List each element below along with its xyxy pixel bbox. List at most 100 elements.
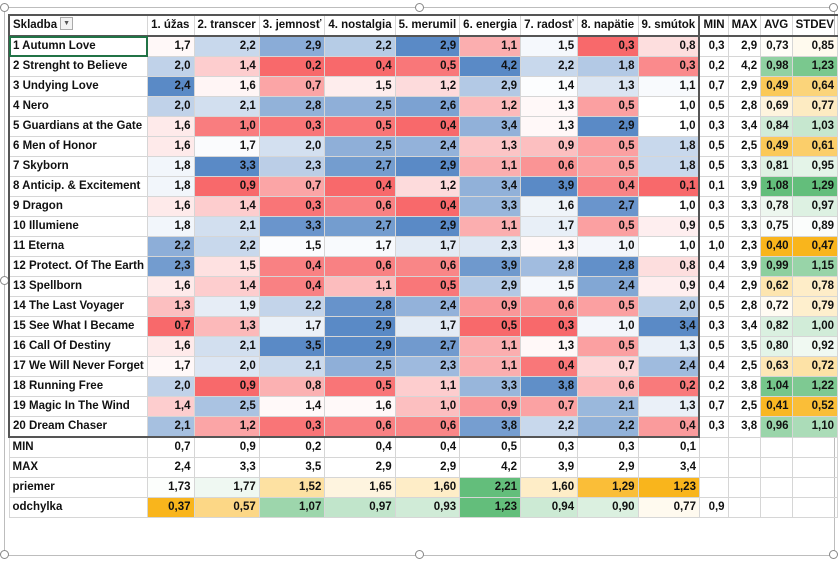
value-cell[interactable]: 0,8 <box>637 35 701 57</box>
avg-cell[interactable]: 0,80 <box>760 336 793 357</box>
song-name-cell[interactable]: 5 Guardians at the Gate <box>8 116 149 137</box>
summary-value-cell[interactable]: 0,57 <box>193 497 260 518</box>
value-cell[interactable]: 1,6 <box>147 196 195 217</box>
empty-cell[interactable] <box>791 457 838 478</box>
avg-cell[interactable]: 0,84 <box>760 116 793 137</box>
avg-cell[interactable]: 0,98 <box>760 56 793 77</box>
empty-cell[interactable] <box>791 436 838 458</box>
empty-cell[interactable] <box>760 497 793 518</box>
summary-value-cell[interactable]: 0,9 <box>193 436 260 458</box>
value-cell[interactable]: 1,3 <box>577 76 639 97</box>
value-cell[interactable]: 2,8 <box>258 96 326 117</box>
summary-value-cell[interactable]: 1,23 <box>637 477 700 498</box>
summary-value-cell[interactable]: 2,4 <box>147 457 195 478</box>
value-cell[interactable]: 2,7 <box>577 196 639 217</box>
value-cell[interactable]: 1,7 <box>193 136 260 157</box>
song-name-cell[interactable]: 1 Autumn Love <box>8 35 149 57</box>
min-cell[interactable]: 0,3 <box>698 416 729 438</box>
value-cell[interactable]: 1,1 <box>459 216 522 237</box>
value-cell[interactable]: 1,8 <box>147 156 195 177</box>
value-cell[interactable]: 1,2 <box>193 416 260 438</box>
value-cell[interactable]: 2,0 <box>193 356 260 377</box>
summary-value-cell[interactable]: 3,5 <box>258 457 326 478</box>
min-cell[interactable]: 0,5 <box>698 96 729 117</box>
value-cell[interactable]: 3,8 <box>520 376 579 397</box>
value-cell[interactable]: 1,0 <box>577 236 639 257</box>
value-cell[interactable]: 2,9 <box>324 336 396 357</box>
value-cell[interactable]: 0,4 <box>577 176 639 197</box>
value-cell[interactable]: 2,9 <box>459 76 522 97</box>
value-cell[interactable]: 0,4 <box>520 356 579 377</box>
summary-value-cell[interactable]: 4,2 <box>459 457 522 478</box>
header-cell-10[interactable]: 9. smútok <box>637 14 701 37</box>
value-cell[interactable]: 2,7 <box>324 216 396 237</box>
value-cell[interactable]: 0,5 <box>577 216 639 237</box>
value-cell[interactable]: 2,1 <box>193 216 260 237</box>
summary-label-cell[interactable]: MAX <box>8 457 149 478</box>
avg-cell[interactable]: 0,73 <box>760 35 793 57</box>
min-cell[interactable]: 0,2 <box>698 56 729 77</box>
stdev-cell[interactable]: 0,95 <box>791 156 838 177</box>
header-cell-9[interactable]: 8. napätie <box>577 14 639 37</box>
value-cell[interactable]: 2,4 <box>394 296 461 317</box>
summary-value-cell[interactable]: 2,9 <box>394 457 461 478</box>
empty-cell[interactable] <box>760 436 793 458</box>
value-cell[interactable]: 0,6 <box>520 156 579 177</box>
resize-handle-bottom-middle[interactable] <box>415 550 424 559</box>
summary-value-cell[interactable]: 0,4 <box>394 436 461 458</box>
value-cell[interactable]: 1,9 <box>193 296 260 317</box>
empty-cell[interactable] <box>760 477 793 498</box>
summary-extra-cell[interactable] <box>698 436 729 458</box>
max-cell[interactable]: 2,9 <box>727 276 762 297</box>
stdev-cell[interactable]: 0,47 <box>791 236 838 257</box>
value-cell[interactable]: 1,8 <box>577 56 639 77</box>
min-cell[interactable]: 0,7 <box>698 396 729 417</box>
value-cell[interactable]: 0,9 <box>193 176 260 197</box>
value-cell[interactable]: 4,2 <box>459 56 522 77</box>
value-cell[interactable]: 0,5 <box>324 116 396 137</box>
value-cell[interactable]: 1,7 <box>324 236 396 257</box>
resize-handle-top-left[interactable] <box>0 3 9 12</box>
value-cell[interactable]: 1,6 <box>147 136 195 157</box>
song-name-cell[interactable]: 4 Nero <box>8 96 149 117</box>
value-cell[interactable]: 1,0 <box>637 196 701 217</box>
value-cell[interactable]: 1,1 <box>394 376 461 397</box>
value-cell[interactable]: 1,4 <box>520 76 579 97</box>
value-cell[interactable]: 2,8 <box>577 256 639 277</box>
value-cell[interactable]: 0,9 <box>193 376 260 397</box>
summary-label-cell[interactable]: MIN <box>8 436 149 458</box>
value-cell[interactable]: 2,4 <box>637 356 701 377</box>
summary-value-cell[interactable]: 0,5 <box>459 436 522 458</box>
value-cell[interactable]: 1,1 <box>459 156 522 177</box>
header-cell-12[interactable]: MAX <box>727 14 762 37</box>
value-cell[interactable]: 1,6 <box>193 76 260 97</box>
value-cell[interactable]: 1,5 <box>193 256 260 277</box>
value-cell[interactable]: 1,5 <box>520 35 579 57</box>
value-cell[interactable]: 1,5 <box>520 276 579 297</box>
resize-handle-bottom-left[interactable] <box>0 550 9 559</box>
header-cell-6[interactable]: 5. merumil <box>394 14 461 37</box>
value-cell[interactable]: 2,2 <box>577 416 639 438</box>
stdev-cell[interactable]: 1,00 <box>791 316 838 337</box>
value-cell[interactable]: 2,3 <box>394 356 461 377</box>
song-name-cell[interactable]: 2 Strenght to Believe <box>8 56 149 77</box>
empty-cell[interactable] <box>727 477 762 498</box>
value-cell[interactable]: 2,9 <box>324 316 396 337</box>
summary-extra-cell[interactable] <box>698 457 729 478</box>
max-cell[interactable]: 2,8 <box>727 96 762 117</box>
max-cell[interactable]: 3,4 <box>727 316 762 337</box>
value-cell[interactable]: 2,5 <box>324 136 396 157</box>
value-cell[interactable]: 1,8 <box>147 216 195 237</box>
max-cell[interactable]: 2,8 <box>727 296 762 317</box>
value-cell[interactable]: 1,0 <box>394 396 461 417</box>
value-cell[interactable]: 1,2 <box>459 96 522 117</box>
value-cell[interactable]: 2,8 <box>324 296 396 317</box>
summary-value-cell[interactable]: 0,4 <box>324 436 396 458</box>
avg-cell[interactable]: 0,63 <box>760 356 793 377</box>
summary-value-cell[interactable]: 3,3 <box>193 457 260 478</box>
value-cell[interactable]: 2,9 <box>459 276 522 297</box>
value-cell[interactable]: 2,1 <box>193 336 260 357</box>
song-name-cell[interactable]: 12 Protect. Of The Earth <box>8 256 149 277</box>
min-cell[interactable]: 0,5 <box>698 296 729 317</box>
value-cell[interactable]: 3,3 <box>459 196 522 217</box>
